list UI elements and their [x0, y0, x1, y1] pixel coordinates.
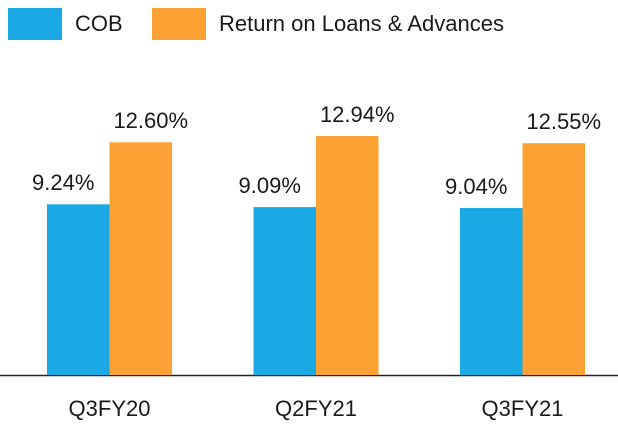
legend-swatch	[8, 8, 62, 40]
bar	[460, 208, 523, 375]
bar	[316, 136, 379, 375]
value-label: 9.09%	[239, 173, 301, 198]
legend-label: Return on Loans & Advances	[219, 11, 504, 36]
value-label: 12.60%	[113, 108, 188, 133]
value-label: 12.94%	[320, 102, 395, 127]
value-label: 9.24%	[32, 170, 94, 195]
bar	[109, 142, 172, 375]
x-tick-label: Q3FY20	[69, 396, 151, 421]
value-label: 12.55%	[526, 109, 601, 134]
bar	[522, 143, 585, 375]
legend-swatch	[152, 8, 206, 40]
bar	[47, 204, 110, 375]
value-label: 9.04%	[445, 174, 507, 199]
legend-label: COB	[75, 11, 123, 36]
bar	[253, 207, 316, 375]
x-tick-label: Q3FY21	[482, 396, 564, 421]
x-tick-label: Q2FY21	[275, 396, 357, 421]
